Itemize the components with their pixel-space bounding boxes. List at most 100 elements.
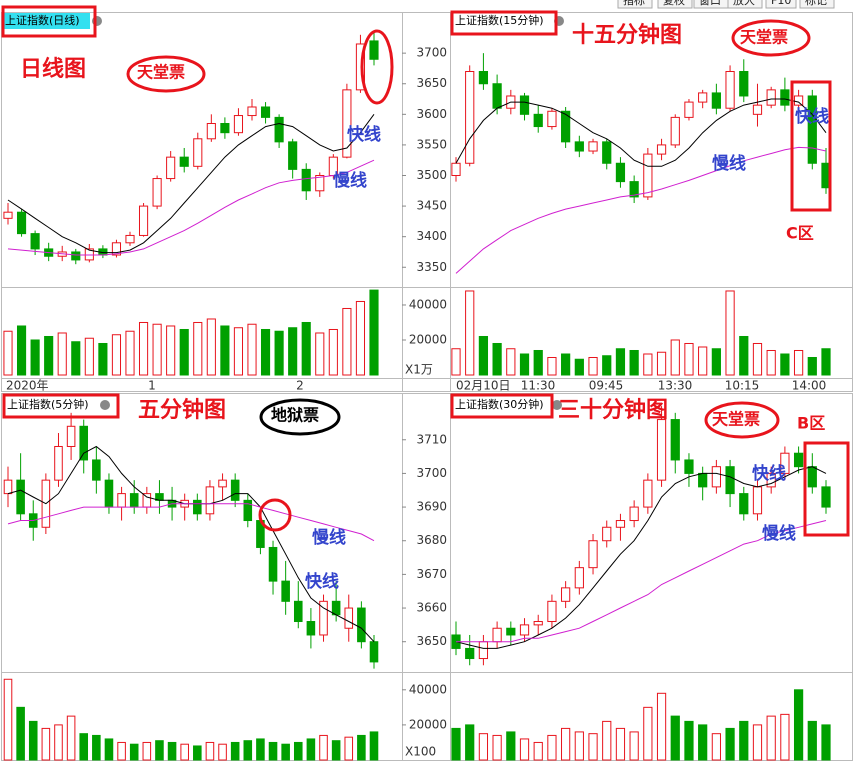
- toolbar-button[interactable]: [617, 0, 653, 9]
- volume-bar: [16, 706, 25, 761]
- candle-body: [615, 520, 626, 528]
- volume-bar: [643, 353, 653, 376]
- annotation: 五分钟图: [138, 397, 226, 423]
- volume-bar: [57, 332, 67, 376]
- volume-bar: [84, 337, 94, 376]
- annotation: 天堂票: [712, 410, 760, 429]
- volume-bar: [230, 741, 240, 761]
- volume-unit: X1万: [405, 363, 433, 377]
- candle-body: [656, 419, 667, 481]
- volume-bar: [629, 349, 639, 376]
- volume-bar: [602, 720, 612, 761]
- volume-bar: [506, 731, 516, 761]
- volume-bar: [766, 349, 776, 376]
- candle-body: [301, 168, 311, 192]
- slow-ma-line: [455, 146, 827, 274]
- candle-body: [588, 141, 598, 152]
- candle-body: [629, 506, 639, 522]
- candle-body: [125, 234, 135, 244]
- y-tick-label: 3350: [416, 260, 447, 274]
- candle-body: [670, 419, 680, 461]
- volume-bar: [41, 727, 51, 761]
- candle-body: [506, 627, 516, 636]
- volume-bar: [602, 355, 612, 376]
- toolbar-button[interactable]: [657, 0, 693, 9]
- slow-ma-line: [7, 503, 375, 542]
- x-tick-label: 02月10日: [456, 379, 511, 393]
- volume-bar: [104, 738, 114, 761]
- candle-body: [752, 486, 763, 515]
- volume-bar: [180, 743, 189, 761]
- candle-body: [739, 71, 749, 97]
- volume-bar: [711, 348, 721, 376]
- toolbar-button[interactable]: [693, 0, 729, 9]
- volume-bar: [670, 339, 680, 376]
- annotation: 快线: [305, 571, 339, 592]
- candle-body: [643, 479, 653, 508]
- candle-body: [92, 459, 101, 481]
- volume-bar: [615, 727, 626, 761]
- candle-body: [574, 567, 584, 589]
- title-menu-icon[interactable]: [552, 400, 562, 410]
- candle-body: [807, 95, 817, 164]
- toolbar-label: 指标: [623, 0, 645, 7]
- y-tick-label: 40000: [409, 682, 447, 696]
- volume-bar: [725, 290, 735, 376]
- y-tick-label: 3600: [416, 107, 447, 121]
- candle-body: [230, 479, 240, 501]
- y-tick-label: 3690: [416, 500, 447, 514]
- title-menu-icon[interactable]: [100, 400, 110, 410]
- volume-bar: [369, 289, 379, 376]
- candle-body: [561, 587, 571, 602]
- fast-ma-line: [455, 466, 827, 649]
- volume-bar: [66, 715, 76, 761]
- candle-body: [684, 101, 694, 118]
- y-tick-label: 3650: [416, 76, 447, 90]
- candle-body: [629, 181, 639, 198]
- volume-bar: [629, 731, 639, 761]
- candle-body: [218, 479, 227, 488]
- candle-body: [533, 113, 543, 128]
- candle-body: [725, 71, 735, 109]
- highlight-mark: [704, 401, 780, 439]
- toolbar-button[interactable]: [799, 0, 835, 9]
- volume-bar: [547, 356, 557, 376]
- candle-body: [793, 95, 804, 106]
- candle-body: [152, 178, 162, 207]
- volume-bar: [588, 733, 598, 761]
- candle-body: [179, 156, 189, 167]
- candle-body: [643, 153, 653, 198]
- y-tick-label: 20000: [409, 332, 447, 346]
- y-tick-label: 3400: [416, 229, 447, 243]
- y-tick-label: 3650: [416, 634, 447, 648]
- volume-bar: [355, 300, 366, 376]
- candle-body: [793, 452, 804, 468]
- y-tick-label: 3700: [416, 46, 447, 60]
- fast-ma-line: [455, 98, 827, 167]
- volume-bar: [465, 290, 475, 376]
- candle-body: [519, 624, 530, 636]
- candle-body: [54, 445, 63, 481]
- candle-body: [807, 466, 817, 488]
- candle-body: [79, 425, 89, 461]
- volume-bar: [193, 321, 203, 376]
- candle-body: [547, 600, 557, 623]
- candle-body: [478, 641, 489, 660]
- candle-body: [281, 580, 290, 602]
- candle-body: [288, 141, 298, 170]
- candle-body: [342, 89, 352, 158]
- y-tick-label: 40000: [409, 297, 447, 311]
- toolbar-label: 窗口: [699, 0, 721, 7]
- annotation: 地狱票: [271, 406, 319, 425]
- volume-bar: [752, 724, 763, 761]
- frame: [1, 12, 853, 761]
- volume-bar: [807, 356, 817, 376]
- annotation: 快线: [795, 106, 829, 127]
- y-tick-label: 20000: [409, 717, 447, 731]
- volume-bar: [451, 348, 461, 376]
- y-tick-label: 3670: [416, 567, 447, 581]
- toolbar-button[interactable]: [727, 0, 763, 9]
- toolbar-button[interactable]: [765, 0, 797, 9]
- candle-body: [725, 466, 735, 495]
- volume-bar: [129, 743, 139, 761]
